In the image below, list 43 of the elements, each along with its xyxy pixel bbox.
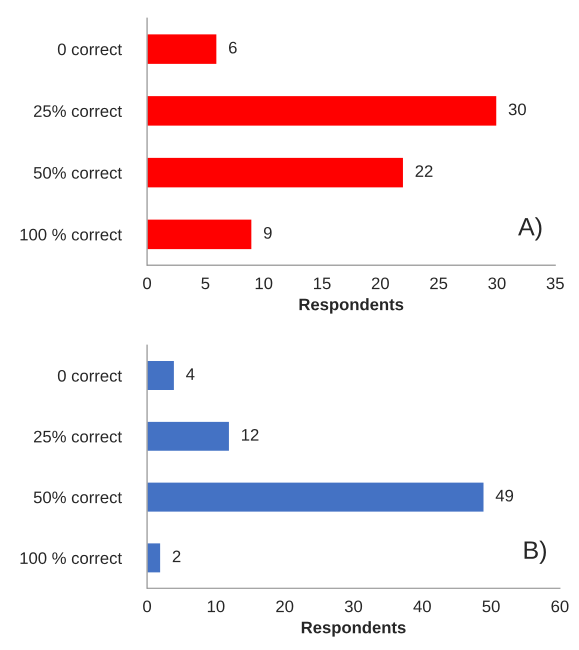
x-tick-label: 0: [143, 600, 152, 612]
bar: [147, 420, 230, 452]
data-label: 12: [242, 428, 258, 441]
bar: [147, 156, 404, 189]
data-label: 4: [186, 368, 194, 380]
bar: [147, 32, 218, 66]
data-label: 6: [229, 42, 237, 54]
y-tick-label: 0 correct: [58, 370, 122, 382]
x-axis-title: Respondents: [300, 298, 404, 314]
y-tick-label: 0 correct: [58, 43, 122, 56]
bar: [147, 360, 176, 392]
bar: [147, 542, 162, 574]
x-tick-label: 15: [314, 278, 331, 290]
x-tick-label: 30: [488, 277, 506, 290]
x-tick-label: 10: [208, 600, 224, 612]
x-tick-label: 0: [143, 277, 152, 290]
x-tick-label: 25: [430, 277, 448, 290]
bar: [147, 94, 498, 127]
x-tick-label: 5: [201, 278, 210, 290]
y-tick-label: 25% correct: [34, 430, 122, 443]
y-tick-label: 50% correct: [34, 166, 122, 179]
data-label: 9: [264, 226, 272, 239]
data-label: 49: [496, 490, 514, 502]
bar: [147, 481, 485, 513]
annotation: B): [524, 540, 546, 564]
x-axis-title: Respondents: [302, 621, 406, 637]
y-tick-label: 100 % correct: [20, 228, 122, 241]
x-tick-label: 60: [551, 600, 569, 612]
x-tick-label: 30: [344, 600, 362, 612]
x-tick-label: 20: [276, 600, 294, 612]
bar: [147, 218, 253, 250]
y-tick-label: 25% correct: [34, 105, 122, 118]
y-tick-label: 50% correct: [34, 491, 122, 504]
data-label: 22: [416, 165, 432, 177]
x-tick-label: 20: [372, 277, 389, 290]
x-tick-label: 40: [413, 600, 431, 612]
x-tick-label: 10: [256, 277, 272, 290]
x-tick-label: 50: [482, 600, 500, 612]
y-tick-label: 100 % correct: [20, 552, 122, 564]
data-label: 30: [508, 103, 526, 116]
annotation: A): [518, 217, 542, 240]
data-label: 2: [172, 550, 180, 562]
x-tick-label: 35: [546, 277, 564, 290]
